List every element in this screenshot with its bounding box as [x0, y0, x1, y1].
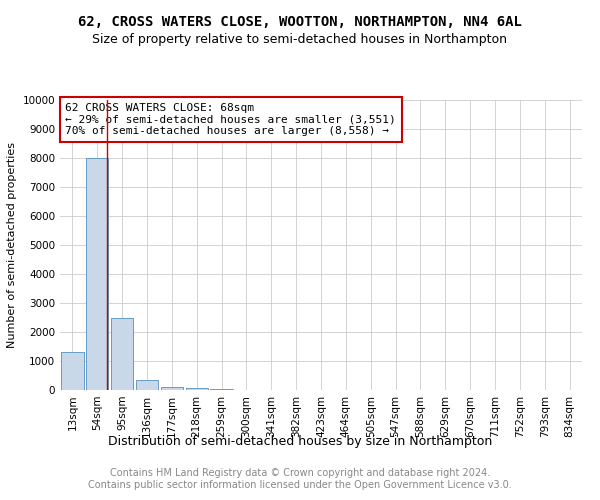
Text: 62, CROSS WATERS CLOSE, WOOTTON, NORTHAMPTON, NN4 6AL: 62, CROSS WATERS CLOSE, WOOTTON, NORTHAM…	[78, 15, 522, 29]
Text: Size of property relative to semi-detached houses in Northampton: Size of property relative to semi-detach…	[92, 32, 508, 46]
Bar	[211, 388, 233, 390]
Bar	[161, 387, 183, 390]
Y-axis label: Number of semi-detached properties: Number of semi-detached properties	[7, 142, 17, 348]
Bar	[86, 158, 109, 390]
Bar	[61, 352, 83, 390]
Bar	[136, 380, 158, 390]
Text: 62 CROSS WATERS CLOSE: 68sqm
← 29% of semi-detached houses are smaller (3,551)
7: 62 CROSS WATERS CLOSE: 68sqm ← 29% of se…	[65, 103, 396, 136]
Text: Contains HM Land Registry data © Crown copyright and database right 2024.
Contai: Contains HM Land Registry data © Crown c…	[88, 468, 512, 490]
Bar	[185, 388, 208, 390]
Bar	[111, 318, 133, 390]
Text: Distribution of semi-detached houses by size in Northampton: Distribution of semi-detached houses by …	[108, 435, 492, 448]
